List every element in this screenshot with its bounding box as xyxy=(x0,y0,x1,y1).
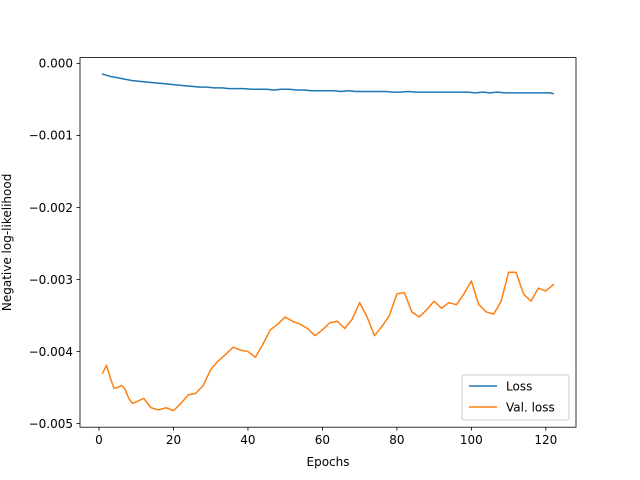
legend-label-val-loss: Val. loss xyxy=(506,401,555,415)
y-tick-label: 0.000 xyxy=(39,57,73,71)
x-tick-label: 80 xyxy=(389,433,404,447)
plot-area xyxy=(80,57,576,428)
x-tick-label: 20 xyxy=(166,433,181,447)
plot-frame xyxy=(79,57,577,428)
series-layer xyxy=(101,73,555,412)
legend-label-loss: Loss xyxy=(506,380,532,394)
x-tick-label: 60 xyxy=(315,433,330,447)
x-tick-label: 0 xyxy=(95,433,103,447)
y-axis-label: Negative log-likelihood xyxy=(0,174,14,311)
y-axis-ticks: −0.005 −0.004 −0.003 −0.002 −0.001 0.000 xyxy=(29,57,80,431)
x-tick-label: 120 xyxy=(534,433,557,447)
y-tick-label: −0.004 xyxy=(29,345,73,359)
y-tick-label: −0.001 xyxy=(29,129,73,143)
x-tick-label: 40 xyxy=(240,433,255,447)
y-tick-label: −0.003 xyxy=(29,273,73,287)
series-line-loss xyxy=(101,73,555,95)
x-axis-label: Epochs xyxy=(307,455,350,469)
x-tick-label: 100 xyxy=(460,433,483,447)
legend: Loss Val. loss xyxy=(461,374,570,421)
x-axis-ticks: 0 20 40 60 80 100 120 xyxy=(95,427,557,447)
y-tick-label: −0.002 xyxy=(29,201,73,215)
y-tick-label: −0.005 xyxy=(29,417,73,431)
series-line-val-loss xyxy=(101,271,555,412)
